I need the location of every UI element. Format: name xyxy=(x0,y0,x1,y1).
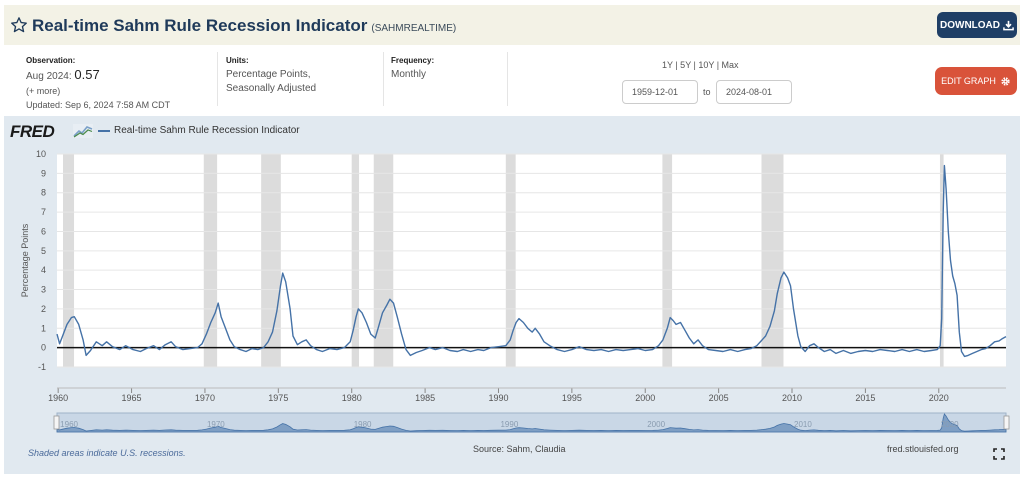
y-tick-label: 2 xyxy=(41,304,46,314)
observation-date: Aug 2024: xyxy=(26,71,72,82)
y-tick-label: 0 xyxy=(41,343,46,353)
legend-entry: Real-time Sahm Rule Recession Indicator xyxy=(114,125,300,136)
x-tick-label: 1980 xyxy=(342,393,362,403)
x-tick-label: 1965 xyxy=(122,393,142,403)
recession-band xyxy=(662,154,673,367)
observation-value: 0.57 xyxy=(74,67,100,82)
frequency-block: Frequency: Monthly xyxy=(391,54,434,82)
fred-graph-icon xyxy=(73,124,93,138)
navigator-label: 1960 xyxy=(60,420,78,429)
divider xyxy=(507,52,508,106)
y-axis-label: Percentage Points xyxy=(20,223,30,297)
title-bar: Real-time Sahm Rule Recession Indicator(… xyxy=(4,5,1020,45)
x-tick-label: 1985 xyxy=(415,393,435,403)
x-tick-label: 1960 xyxy=(48,393,68,403)
frequency-value: Monthly xyxy=(391,69,427,80)
range-links[interactable]: 1Y | 5Y | 10Y | Max xyxy=(662,60,739,70)
x-tick-label: 1975 xyxy=(268,393,288,403)
recession-band xyxy=(939,154,944,367)
divider xyxy=(383,52,384,106)
navigator-series xyxy=(56,413,1007,433)
series-title: Real-time Sahm Rule Recession Indicator xyxy=(32,16,368,35)
legend-swatch xyxy=(98,130,110,132)
source-text: Source: Sahm, Claudia xyxy=(473,444,566,454)
y-tick-label: 10 xyxy=(36,149,46,159)
y-tick-label: 1 xyxy=(41,323,46,333)
navigator-label: 1970 xyxy=(207,420,225,429)
x-tick-label: 1970 xyxy=(195,393,215,403)
updated-text: Updated: Sep 6, 2024 7:58 AM CDT xyxy=(26,100,171,110)
observation-block: Observation: Aug 2024: 0.57 (+ more) Upd… xyxy=(26,54,170,112)
series-line[interactable] xyxy=(56,164,1007,358)
download-button[interactable]: DOWNLOAD xyxy=(937,12,1017,38)
edit-graph-label: EDIT GRAPH xyxy=(941,76,996,86)
x-tick-label: 2020 xyxy=(929,393,949,403)
x-tick-label: 1990 xyxy=(488,393,508,403)
star-icon[interactable] xyxy=(10,16,28,34)
units-block: Units: Percentage Points, Seasonally Adj… xyxy=(226,54,316,96)
x-tick-label: 2010 xyxy=(782,393,802,403)
divider xyxy=(217,52,218,106)
end-date-input[interactable]: 2024-08-01 xyxy=(716,80,792,104)
observation-label: Observation: xyxy=(26,56,76,65)
gear-icon xyxy=(1001,76,1010,86)
date-to-label: to xyxy=(703,87,711,97)
units-label: Units: xyxy=(226,56,249,65)
site-link[interactable]: fred.stlouisfed.org xyxy=(887,444,959,454)
recession-band xyxy=(505,154,516,367)
navigator-label: 1990 xyxy=(500,420,518,429)
y-tick-label: 4 xyxy=(41,265,46,275)
recession-note: Shaded areas indicate U.S. recessions. xyxy=(28,448,186,458)
download-label: DOWNLOAD xyxy=(940,19,1000,31)
recession-band xyxy=(373,154,394,367)
units-line2: Seasonally Adjusted xyxy=(226,83,317,94)
navigator-label: 2020 xyxy=(941,420,959,429)
x-tick-label: 2015 xyxy=(855,393,875,403)
navigator-handle-left[interactable] xyxy=(53,415,60,430)
fred-logo: FRED xyxy=(10,122,55,141)
page-title: Real-time Sahm Rule Recession Indicator(… xyxy=(32,16,456,36)
start-date-input[interactable]: 1959-12-01 xyxy=(622,80,698,104)
recession-band xyxy=(63,154,75,367)
y-tick-label: 5 xyxy=(41,246,46,256)
y-tick-label: 3 xyxy=(41,285,46,295)
x-tick-label: 2005 xyxy=(709,393,729,403)
recession-band xyxy=(351,154,360,367)
plot-area xyxy=(57,154,1006,367)
download-icon xyxy=(1003,20,1014,30)
y-tick-label: 6 xyxy=(41,226,46,236)
navigator-handle-right[interactable] xyxy=(1003,415,1010,430)
y-tick-label: 9 xyxy=(41,168,46,178)
fullscreen-icon[interactable] xyxy=(993,448,1005,460)
y-tick-label: 8 xyxy=(41,188,46,198)
y-tick-label: 7 xyxy=(41,207,46,217)
recession-band xyxy=(203,154,218,367)
frequency-label: Frequency: xyxy=(391,56,435,65)
y-tick-label: -1 xyxy=(38,362,46,372)
more-link[interactable]: (+ more) xyxy=(26,86,61,96)
navigator-label: 2010 xyxy=(794,420,812,429)
recession-band xyxy=(761,154,784,367)
navigator-label: 1980 xyxy=(354,420,372,429)
units-line1: Percentage Points, xyxy=(226,69,311,80)
edit-graph-button[interactable]: EDIT GRAPH xyxy=(935,67,1017,95)
navigator-label: 2000 xyxy=(647,420,665,429)
series-id: (SAHMREALTIME) xyxy=(371,23,457,34)
x-tick-label: 2000 xyxy=(635,393,655,403)
x-tick-label: 1995 xyxy=(562,393,582,403)
